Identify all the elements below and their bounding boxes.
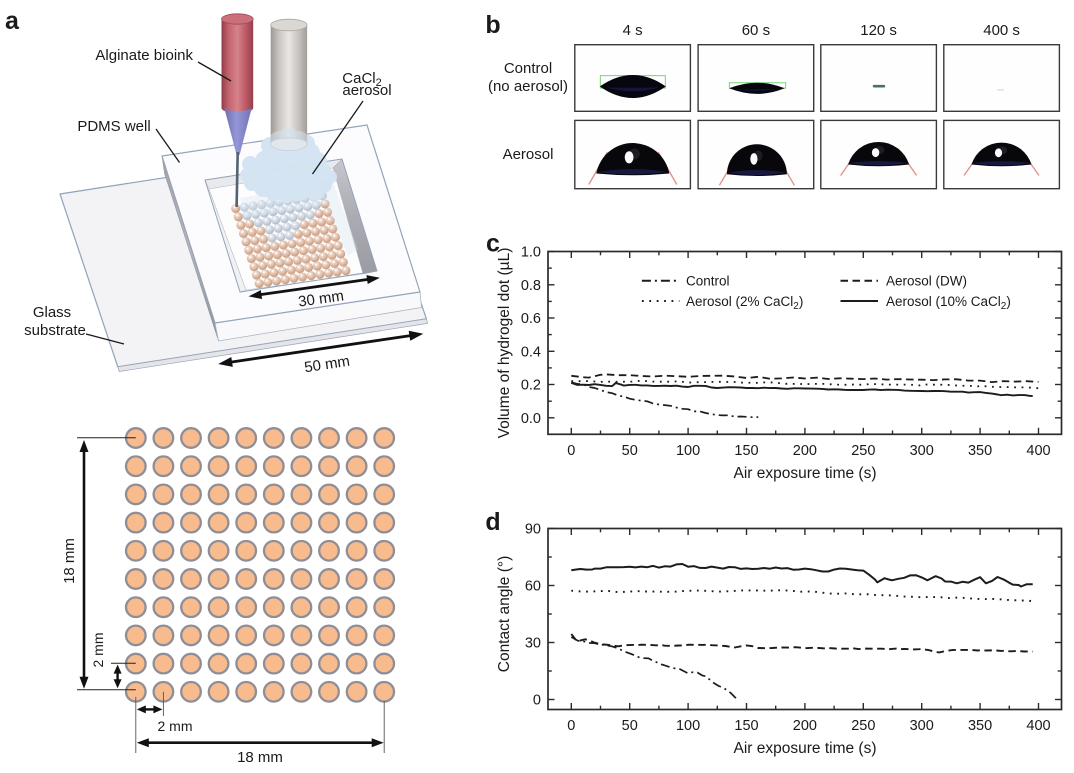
svg-text:0: 0 [567,443,575,459]
svg-text:250: 250 [851,718,875,734]
svg-text:1.0: 1.0 [521,245,541,261]
svg-text:400: 400 [1026,718,1050,734]
svg-text:CaCl2: CaCl2 [342,70,381,89]
svg-text:120 s: 120 s [860,22,897,39]
svg-text:350: 350 [968,718,992,734]
svg-text:Aerosol (2% CaCl2): Aerosol (2% CaCl2) [686,294,803,312]
svg-text:Control: Control [504,60,552,77]
svg-text:Control: Control [686,274,730,289]
svg-text:300: 300 [910,443,934,459]
svg-text:0: 0 [533,693,541,709]
svg-text:400 s: 400 s [983,22,1020,39]
svg-text:Volume of hydrogel dot (µL): Volume of hydrogel dot (µL) [496,248,513,439]
svg-text:100: 100 [676,718,700,734]
svg-text:400: 400 [1026,443,1050,459]
svg-text:0.8: 0.8 [521,278,541,294]
svg-text:300: 300 [910,718,934,734]
svg-text:50: 50 [622,443,638,459]
svg-text:b: b [485,11,500,39]
svg-text:90: 90 [525,522,541,538]
svg-text:30 mm: 30 mm [297,287,345,310]
svg-text:60 s: 60 s [742,22,770,39]
svg-text:50 mm: 50 mm [303,353,351,377]
svg-text:0.0: 0.0 [521,411,541,427]
svg-text:substrate: substrate [24,322,86,339]
svg-text:150: 150 [734,443,758,459]
svg-text:100: 100 [676,443,700,459]
svg-text:Aerosol (10% CaCl2): Aerosol (10% CaCl2) [886,294,1011,312]
svg-text:d: d [485,508,500,536]
svg-text:Glass: Glass [33,304,71,321]
svg-text:Alginate bioink: Alginate bioink [95,47,193,64]
svg-text:Aerosol (DW): Aerosol (DW) [886,274,967,289]
svg-text:2 mm: 2 mm [158,718,193,734]
svg-text:150: 150 [734,718,758,734]
svg-text:250: 250 [851,443,875,459]
svg-text:0.2: 0.2 [521,378,541,394]
svg-text:18 mm: 18 mm [61,538,78,584]
svg-text:0.6: 0.6 [521,311,541,327]
svg-text:Aerosol: Aerosol [503,146,554,163]
svg-text:60: 60 [525,579,541,595]
svg-text:0.4: 0.4 [521,344,541,360]
svg-text:0: 0 [567,718,575,734]
svg-text:350: 350 [968,443,992,459]
svg-text:a: a [5,7,20,35]
svg-text:2 mm: 2 mm [90,633,106,668]
svg-text:18 mm: 18 mm [237,749,283,766]
svg-text:PDMS well: PDMS well [77,118,150,135]
svg-text:Air exposure time (s): Air exposure time (s) [734,465,877,482]
svg-text:30: 30 [525,636,541,652]
svg-text:aerosol: aerosol [342,82,391,99]
svg-text:200: 200 [793,443,817,459]
svg-text:c: c [486,230,500,258]
svg-text:4 s: 4 s [623,22,643,39]
svg-text:Air exposure time (s): Air exposure time (s) [734,740,877,757]
svg-text:200: 200 [793,718,817,734]
svg-text:Contact angle (°): Contact angle (°) [496,556,513,672]
svg-text:50: 50 [622,718,638,734]
svg-text:(no aerosol): (no aerosol) [488,78,568,95]
